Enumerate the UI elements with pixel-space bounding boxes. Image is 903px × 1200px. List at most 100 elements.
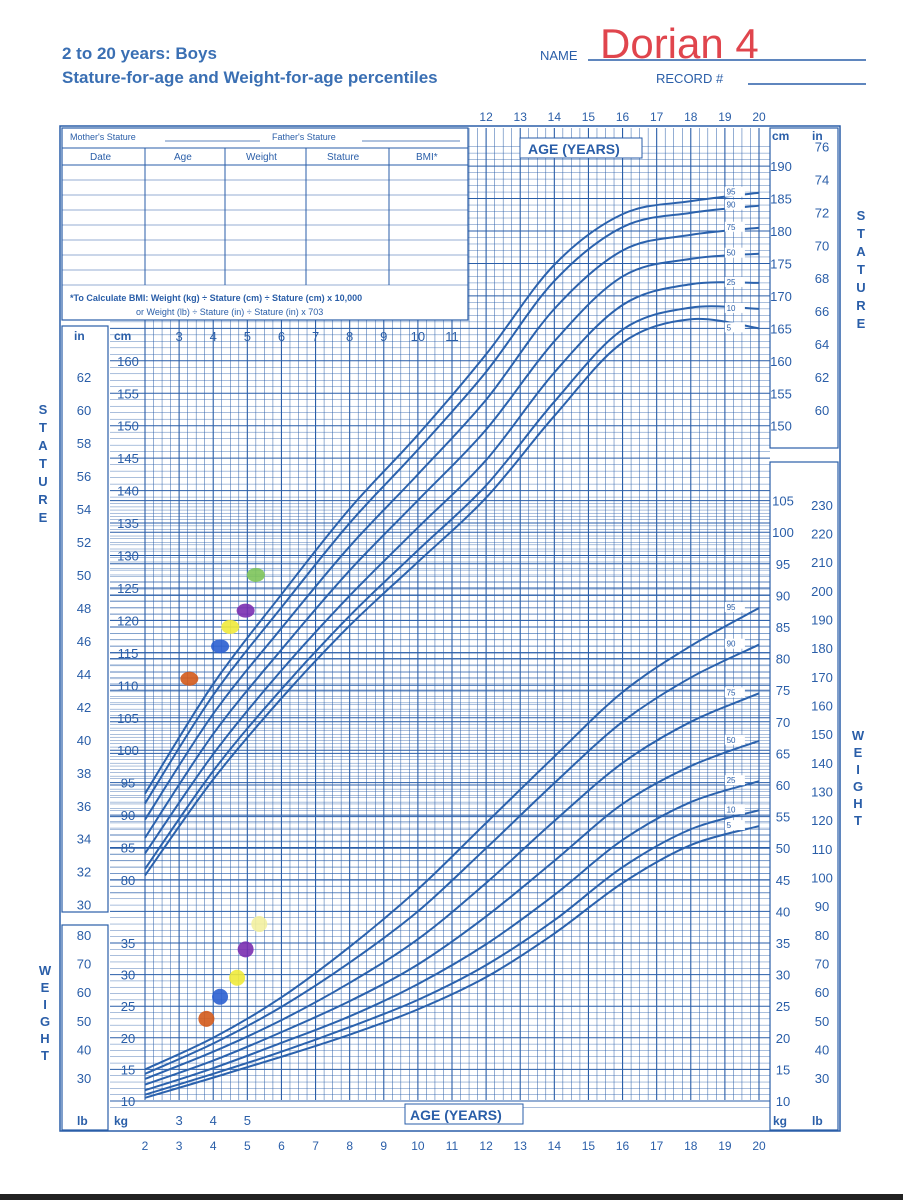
stature-in-tick-left: 30 bbox=[77, 898, 91, 913]
weight-curve-p95 bbox=[144, 607, 760, 1071]
stature-cm-tick-right: 155 bbox=[770, 386, 792, 401]
weight-lb-tick-right: 60 bbox=[815, 985, 829, 1000]
stature-curve-label-bg bbox=[724, 276, 745, 287]
weight-kg-tick-right: 55 bbox=[776, 810, 790, 825]
weight-kg-tick-right: 40 bbox=[776, 904, 790, 919]
stature-cm-tick-left: 110 bbox=[118, 678, 139, 693]
weight-lb-tick-right: 190 bbox=[811, 613, 833, 628]
stature-in-tick-left: 44 bbox=[77, 667, 91, 682]
stature-measurement-dot bbox=[236, 603, 255, 618]
weight-curve-p25 bbox=[144, 780, 760, 1092]
weight-kg-tick-right: 80 bbox=[776, 652, 790, 667]
stature-cm-tick-left: 100 bbox=[117, 743, 139, 758]
stature-cm-tick-left: 120 bbox=[117, 613, 139, 628]
stature-in-tick-right: 66 bbox=[815, 304, 829, 319]
svg-text:T: T bbox=[39, 456, 47, 471]
age-tick-bottom: 2 bbox=[142, 1139, 149, 1153]
svg-text:U: U bbox=[38, 474, 47, 489]
weight-curve-label-p90: 90 bbox=[727, 640, 736, 649]
stature-in-tick-left: 36 bbox=[77, 799, 91, 814]
age-tick-inner: 6 bbox=[278, 329, 285, 344]
age-tick-top: 20 bbox=[752, 110, 766, 124]
weight-curve-label-p75: 75 bbox=[727, 688, 736, 697]
stature-curve-label-bg bbox=[724, 186, 745, 197]
age-tick-bottom: 14 bbox=[548, 1139, 562, 1153]
age-tick-bottom: 6 bbox=[278, 1139, 285, 1153]
weight-curve-label-bg bbox=[724, 820, 745, 831]
weight-kg-tick-right: 15 bbox=[776, 1062, 790, 1077]
stature-cm-tick-left: 105 bbox=[117, 711, 139, 726]
weight-curve-p50 bbox=[144, 739, 760, 1086]
weight-kg-tick-right: 65 bbox=[776, 746, 790, 761]
stature-in-tick-right: 64 bbox=[815, 337, 829, 352]
weight-lb-tick-right: 220 bbox=[811, 527, 833, 542]
svg-text:T: T bbox=[854, 813, 862, 828]
svg-text:W: W bbox=[39, 963, 52, 978]
stature-measurement-dot bbox=[180, 671, 199, 686]
weight-lb-tick-right: 70 bbox=[815, 957, 829, 972]
stature-cm-tick-right: 175 bbox=[770, 256, 792, 271]
weight-kg-tick-right: 70 bbox=[776, 715, 790, 730]
stature-scale-right bbox=[769, 127, 839, 449]
col-age: Age bbox=[174, 152, 192, 163]
stature-curve-p90 bbox=[144, 204, 760, 804]
age-tick-bottom: 18 bbox=[684, 1139, 698, 1153]
age-tick-bottom: 17 bbox=[650, 1139, 664, 1153]
weight-kg-tick-left: 20 bbox=[121, 1031, 135, 1046]
age-tick-inner: 4 bbox=[210, 329, 217, 344]
stature-measurement-dot bbox=[246, 567, 265, 582]
stature-curve-label-p90: 90 bbox=[727, 201, 736, 210]
svg-text:T: T bbox=[41, 1048, 49, 1063]
bottom-edge bbox=[0, 1194, 903, 1200]
svg-text:E: E bbox=[857, 316, 866, 331]
age-tick-bottom: 12 bbox=[479, 1139, 493, 1153]
weight-kg-tick-right: 25 bbox=[776, 999, 790, 1014]
age-tick-bottom: 7 bbox=[312, 1139, 319, 1153]
weight-kg-tick-right: 100 bbox=[772, 525, 794, 540]
stature-in-tick-left: 32 bbox=[77, 865, 91, 880]
stature-cm-tick-left: 115 bbox=[118, 646, 139, 661]
stature-curve-label-bg bbox=[724, 199, 745, 210]
weight-kg-tick-right: 35 bbox=[776, 936, 790, 951]
stature-cm-tick-left: 150 bbox=[117, 419, 139, 434]
svg-text:H: H bbox=[40, 1031, 49, 1046]
weight-lb-tick-right: 140 bbox=[811, 756, 833, 771]
patient-name: Dorian 4 bbox=[600, 20, 759, 67]
stature-curve-label-bg bbox=[724, 322, 745, 333]
weight-lb-tick-right: 100 bbox=[811, 871, 833, 886]
record-table: Mother's Stature Father's Stature Date A… bbox=[61, 127, 469, 321]
svg-text:U: U bbox=[856, 280, 865, 295]
age-tick-top: 14 bbox=[548, 110, 562, 124]
age-tick-bottom: 19 bbox=[718, 1139, 732, 1153]
weight-measurement-dot bbox=[198, 1010, 215, 1027]
age-tick-top: 17 bbox=[650, 110, 664, 124]
age-tick-inner: 7 bbox=[312, 329, 319, 344]
stature-in-tick-right: 68 bbox=[815, 271, 829, 286]
age-tick-top: 15 bbox=[582, 110, 596, 124]
stature-cm-tick-right: 165 bbox=[770, 321, 792, 336]
unit-lb-left: lb bbox=[77, 1114, 88, 1128]
age-tick-top: 13 bbox=[514, 110, 528, 124]
age-tick-inner: 8 bbox=[346, 329, 353, 344]
age-tick-bottom: 15 bbox=[582, 1139, 596, 1153]
stature-in-tick-left: 60 bbox=[77, 403, 91, 418]
stature-in-tick-right: 72 bbox=[815, 205, 829, 220]
weight-kg-tick-left: 25 bbox=[121, 999, 135, 1014]
stature-in-tick-right: 60 bbox=[815, 403, 829, 418]
weight-curve-label-bg bbox=[724, 775, 745, 786]
svg-text:E: E bbox=[41, 980, 50, 995]
weight-kg-tick-right: 20 bbox=[776, 1031, 790, 1046]
stature-in-tick-left: 52 bbox=[77, 535, 91, 550]
weight-kg-tick-right: 90 bbox=[776, 588, 790, 603]
weight-kg-tick-right: 50 bbox=[776, 841, 790, 856]
weight-curve-label-bg bbox=[724, 602, 745, 613]
bmi-note-1: *To Calculate BMI: Weight (kg) ÷ Stature… bbox=[70, 293, 362, 303]
stature-in-tick-left: 50 bbox=[77, 568, 91, 583]
weight-curve-label-bg bbox=[724, 638, 745, 649]
stature-cm-tick-left: 155 bbox=[117, 386, 139, 401]
stature-cm-tick-right: 160 bbox=[770, 354, 792, 369]
weight-curve-label-bg bbox=[724, 804, 745, 815]
svg-text:E: E bbox=[39, 510, 48, 525]
weight-lb-tick-right: 200 bbox=[811, 584, 833, 599]
weight-lb-tick-right: 90 bbox=[815, 899, 829, 914]
